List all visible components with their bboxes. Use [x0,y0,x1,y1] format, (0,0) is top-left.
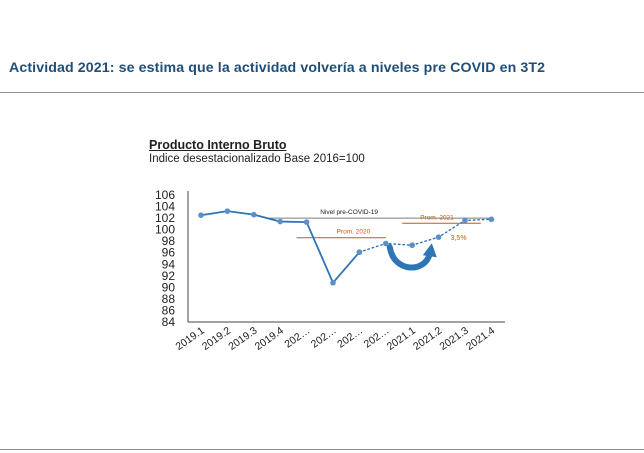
y-tick-label: 96 [162,246,176,260]
y-tick-label: 100 [155,223,175,237]
data-point [409,242,416,249]
chart-subtitle: Indice desestacionalizado Base 2016=100 [149,153,365,165]
data-point [303,219,310,225]
x-tick-label: 2019.4 [253,325,286,353]
y-tick-label: 106 [155,188,175,202]
data-point [277,218,284,225]
header-divider [0,92,644,93]
data-point [198,212,204,219]
x-tick-label: 2021.2 [411,325,444,353]
data-point [330,279,336,286]
footer-divider [0,449,644,450]
x-tick-label: 2019.2 [200,325,233,353]
x-tick-label: 202… [335,325,365,351]
data-point [383,240,389,247]
x-tick-label: 2021.4 [464,325,497,353]
slide-headline: Actividad 2021: se estima que la activid… [9,60,546,76]
y-tick-label: 102 [155,211,175,225]
y-tick-label: 98 [162,234,176,248]
data-point [488,216,495,223]
reference-line-label: Prom. 2020 [337,229,371,236]
data-point [356,249,363,255]
x-tick-label: 2021.1 [385,325,418,353]
x-tick-label: 2021.3 [438,325,471,353]
data-point [462,217,468,224]
y-tick-label: 86 [162,303,176,317]
chart-title: Producto Interno Bruto [149,138,287,152]
x-tick-label: 2019.1 [174,325,207,353]
y-tick-label: 90 [162,280,176,294]
data-point [224,208,231,214]
y-tick-label: 92 [162,269,176,283]
x-tick-label: 202… [282,325,312,351]
reference-line-label: Prom. 2021 [420,214,454,221]
y-tick-label: 104 [155,200,175,214]
data-point [435,234,442,240]
data-point [251,211,257,218]
x-tick-label: 2019.3 [226,325,259,353]
recovery-arrow-icon [386,244,433,271]
reference-line-label: Nivel pre-COVID-19 [320,209,378,216]
y-tick-label: 84 [162,315,176,329]
series-line-projection [358,218,493,253]
y-tick-label: 88 [162,292,176,306]
growth-annotation: 3,5% [451,235,467,242]
y-tick-label: 94 [162,257,176,271]
x-tick-label: 202… [309,325,339,351]
recovery-arrowhead-icon [422,243,437,258]
